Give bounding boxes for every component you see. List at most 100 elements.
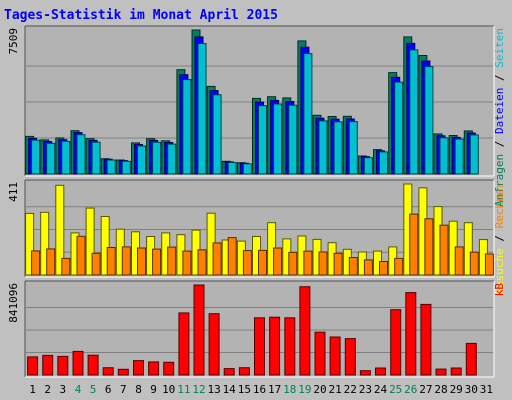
bar-requests-seiten-day-18 xyxy=(288,104,298,175)
x-tick-label: 9 xyxy=(150,383,157,396)
x-tick-label: 19 xyxy=(298,383,311,396)
bar-visits-rechner-day-22 xyxy=(348,257,358,276)
panel-requests: 7509 xyxy=(7,25,495,177)
bar-requests-seiten-day-4 xyxy=(76,134,86,175)
x-tick-label: 25 xyxy=(389,383,402,396)
bar-kb-kb-day-5 xyxy=(87,354,99,376)
bar-kb-kb-day-10 xyxy=(163,361,175,376)
bar-requests-seiten-day-14 xyxy=(227,162,237,175)
bar-visits-rechner-day-26 xyxy=(409,213,419,276)
bar-requests-seiten-day-27 xyxy=(424,66,434,175)
bar-requests-seiten-day-19 xyxy=(303,53,313,175)
bar-kb-kb-day-20 xyxy=(314,331,326,376)
x-tick-label: 4 xyxy=(75,383,82,396)
x-tick-label: 3 xyxy=(59,383,66,396)
bar-kb-kb-day-17 xyxy=(269,316,281,376)
bar-kb-kb-day-9 xyxy=(148,361,160,376)
bar-requests-seiten-day-17 xyxy=(273,103,283,175)
bar-kb-kb-day-22 xyxy=(344,338,356,376)
bar-kb-kb-day-26 xyxy=(405,292,417,376)
bar-kb-kb-day-27 xyxy=(420,303,432,376)
bar-visits-rechner-day-18 xyxy=(288,251,298,276)
bar-requests-seiten-day-26 xyxy=(409,49,419,175)
x-tick-label: 21 xyxy=(328,383,341,396)
bar-visits-rechner-day-31 xyxy=(484,253,494,276)
x-tick-label: 13 xyxy=(207,383,220,396)
x-tick-label: 7 xyxy=(120,383,127,396)
bar-visits-rechner-day-16 xyxy=(258,249,267,276)
legend-item: Dateien xyxy=(493,88,506,134)
x-tick-label: 30 xyxy=(465,383,478,396)
bar-requests-seiten-day-11 xyxy=(182,79,192,175)
bar-requests-seiten-day-13 xyxy=(212,94,222,175)
x-tick-label: 1 xyxy=(29,383,36,396)
legend-item: Anfragen xyxy=(493,154,506,207)
bar-kb-kb-day-11 xyxy=(178,312,190,376)
x-tick-label: 20 xyxy=(313,383,326,396)
bar-requests-seiten-day-8 xyxy=(137,145,146,175)
bar-kb-kb-day-28 xyxy=(435,368,447,376)
x-tick-label: 23 xyxy=(359,383,372,396)
bar-visits-rechner-day-12 xyxy=(197,249,207,276)
bar-kb-kb-day-4 xyxy=(72,350,84,376)
bar-requests-seiten-day-23 xyxy=(363,157,373,175)
x-tick-label: 17 xyxy=(268,383,281,396)
bar-requests-seiten-day-25 xyxy=(394,81,404,175)
x-tick-label: 11 xyxy=(177,383,190,396)
bar-requests-seiten-day-7 xyxy=(121,160,131,175)
bar-visits-rechner-day-10 xyxy=(167,246,177,276)
bar-requests-seiten-day-12 xyxy=(197,43,207,175)
x-tick-label: 15 xyxy=(238,383,251,396)
legend-item: Seiten xyxy=(493,28,506,68)
bar-visits-besuche-day-5 xyxy=(85,207,95,276)
bar-visits-rechner-day-23 xyxy=(363,259,373,276)
bar-kb-kb-day-16 xyxy=(254,317,265,376)
bar-visits-rechner-day-30 xyxy=(469,251,479,276)
bar-visits-rechner-day-15 xyxy=(242,250,252,276)
bar-kb-kb-day-30 xyxy=(465,342,477,376)
chart-title: Tages-Statistik im Monat April 2015 xyxy=(4,8,278,23)
x-tick-label: 24 xyxy=(374,383,388,396)
bar-requests-seiten-day-5 xyxy=(91,141,101,175)
bar-requests-seiten-day-15 xyxy=(242,163,252,175)
scale-label-requests: 7509 xyxy=(7,28,20,55)
bar-kb-kb-day-23 xyxy=(359,370,371,376)
bar-requests-seiten-day-21 xyxy=(333,121,343,175)
x-tick-label: 8 xyxy=(135,383,142,396)
bar-kb-kb-day-25 xyxy=(390,309,402,376)
bar-visits-rechner-day-21 xyxy=(333,252,343,276)
bar-visits-rechner-day-29 xyxy=(454,246,464,276)
bar-visits-besuche-day-1 xyxy=(25,212,35,276)
chart-panels: 7509 411 841096 xyxy=(7,25,495,378)
x-tick-label: 12 xyxy=(192,383,205,396)
bar-kb-kb-day-24 xyxy=(375,367,386,376)
bar-requests-seiten-day-16 xyxy=(258,105,267,175)
bar-kb-kb-day-7 xyxy=(117,368,129,376)
bar-requests-seiten-day-10 xyxy=(167,143,177,175)
bar-visits-rechner-day-20 xyxy=(318,251,328,276)
x-tick-label: 31 xyxy=(480,383,493,396)
bar-visits-rechner-day-8 xyxy=(137,247,146,276)
bar-kb-kb-day-6 xyxy=(102,367,114,376)
legend-separator: / xyxy=(493,68,506,88)
x-tick-label: 29 xyxy=(450,383,463,396)
bar-visits-besuche-day-2 xyxy=(40,211,50,276)
bar-visits-rechner-day-4 xyxy=(76,235,86,276)
bar-kb-kb-day-29 xyxy=(450,367,462,376)
legend-requests: Anfragen / Dateien / Seiten xyxy=(493,28,506,207)
bar-visits-rechner-day-25 xyxy=(394,257,404,276)
bar-visits-rechner-day-5 xyxy=(91,252,101,276)
x-tick-label: 26 xyxy=(404,383,417,396)
panel-kb: 841096 xyxy=(7,280,495,378)
bar-kb-kb-day-2 xyxy=(42,354,54,376)
bar-visits-rechner-day-3 xyxy=(61,257,71,276)
legend-item: kB xyxy=(493,283,506,297)
scale-label-kb: 841096 xyxy=(7,283,20,323)
x-tick-label: 18 xyxy=(283,383,296,396)
x-tick-label: 14 xyxy=(223,383,237,396)
bar-visits-rechner-day-2 xyxy=(46,248,56,276)
legend-visits: Besuche / Rechner xyxy=(493,182,506,295)
x-axis: 1 2 3 4 5 6 7 8 9 10 11 12 13 14 15 16 17 18 19 20 21 22 23 24 2… xyxy=(29,383,493,396)
